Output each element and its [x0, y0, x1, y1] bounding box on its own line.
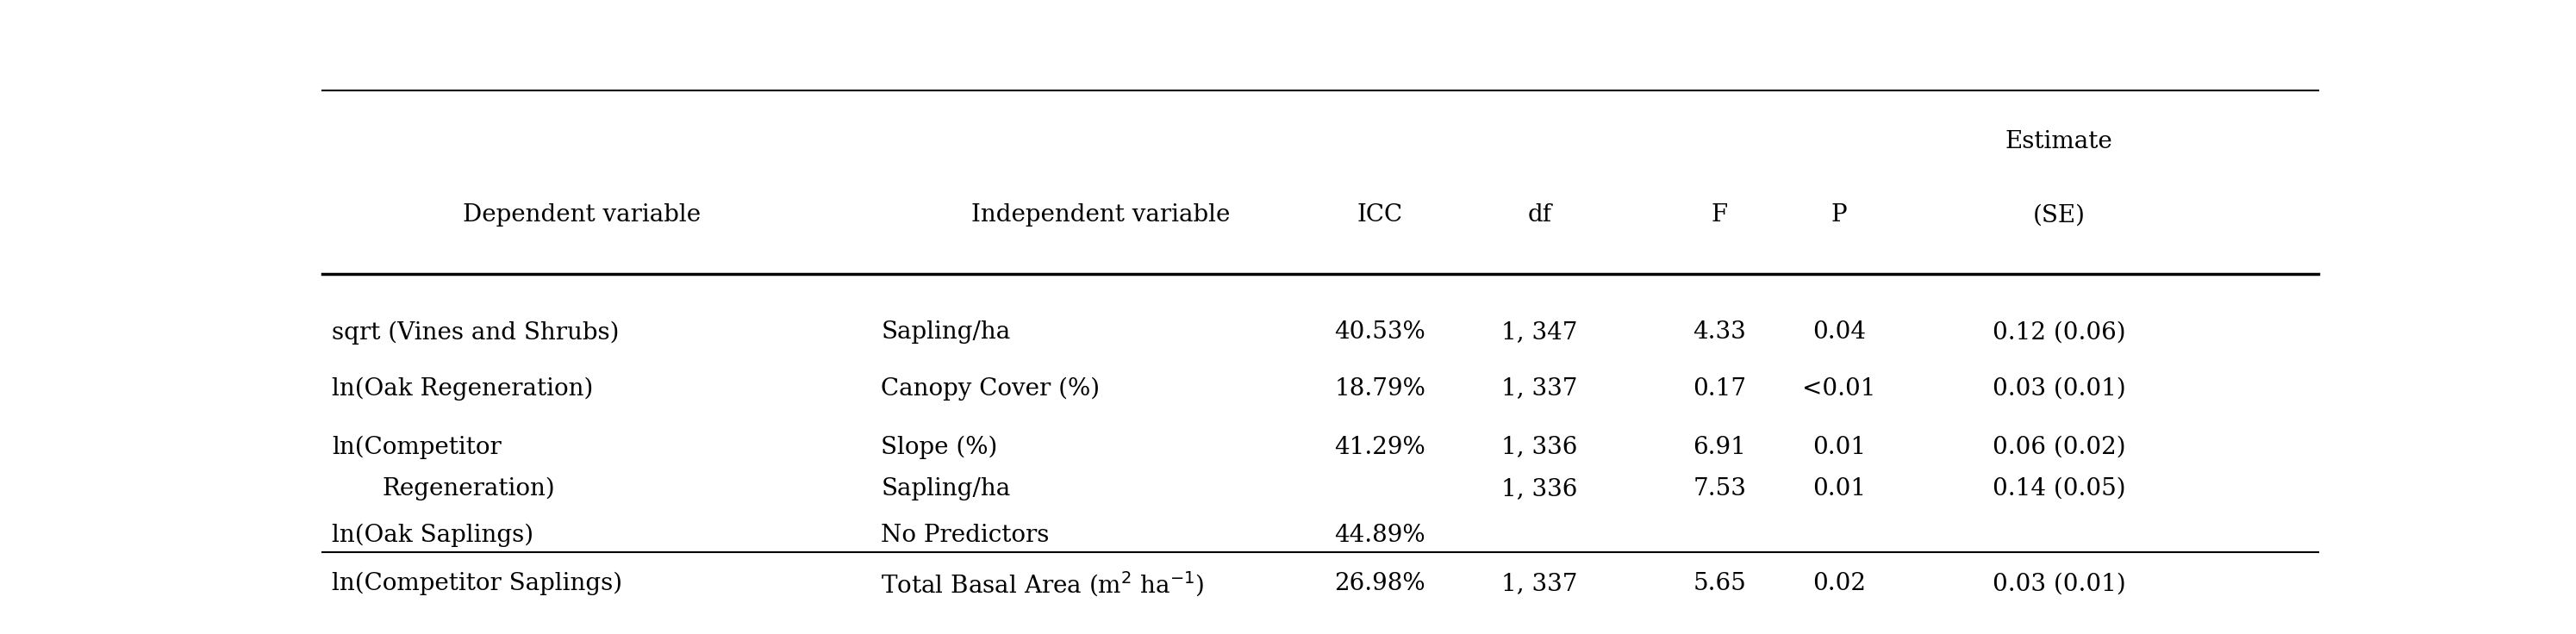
Text: 4.33: 4.33 — [1692, 321, 1747, 344]
Text: 7.53: 7.53 — [1692, 477, 1747, 500]
Text: ln(Oak Saplings): ln(Oak Saplings) — [332, 523, 533, 547]
Text: sqrt (Vines and Shrubs): sqrt (Vines and Shrubs) — [332, 321, 618, 344]
Text: Canopy Cover (%): Canopy Cover (%) — [881, 377, 1100, 400]
Text: No Predictors: No Predictors — [881, 523, 1048, 547]
Text: <0.01: <0.01 — [1803, 377, 1875, 400]
Text: 18.79%: 18.79% — [1334, 377, 1425, 400]
Text: (SE): (SE) — [2032, 204, 2084, 227]
Text: 0.03 (0.01): 0.03 (0.01) — [1991, 572, 2125, 595]
Text: 41.29%: 41.29% — [1334, 436, 1425, 459]
Text: 40.53%: 40.53% — [1334, 321, 1425, 344]
Text: F: F — [1710, 204, 1728, 227]
Text: 0.04: 0.04 — [1814, 321, 1865, 344]
Text: P: P — [1832, 204, 1847, 227]
Text: ln(Oak Regeneration): ln(Oak Regeneration) — [332, 377, 592, 400]
Text: 0.01: 0.01 — [1814, 477, 1865, 500]
Text: 0.14 (0.05): 0.14 (0.05) — [1991, 477, 2125, 500]
Text: 0.12 (0.06): 0.12 (0.06) — [1991, 321, 2125, 344]
Text: Total Basal Area (m$^{2}$ ha$^{-1}$): Total Basal Area (m$^{2}$ ha$^{-1}$) — [881, 569, 1206, 598]
Text: 0.01: 0.01 — [1814, 436, 1865, 459]
Text: ln(Competitor: ln(Competitor — [332, 436, 502, 459]
Text: Regeneration): Regeneration) — [381, 477, 554, 500]
Text: 1, 347: 1, 347 — [1502, 321, 1579, 344]
Text: 1, 337: 1, 337 — [1502, 377, 1579, 400]
Text: df: df — [1528, 204, 1551, 227]
Text: ICC: ICC — [1358, 204, 1404, 227]
Text: 1, 336: 1, 336 — [1502, 436, 1579, 459]
Text: 6.91: 6.91 — [1692, 436, 1747, 459]
Text: Estimate: Estimate — [2004, 131, 2112, 153]
Text: Slope (%): Slope (%) — [881, 436, 997, 459]
Text: 26.98%: 26.98% — [1334, 572, 1425, 595]
Text: Dependent variable: Dependent variable — [464, 204, 701, 227]
Text: 44.89%: 44.89% — [1334, 523, 1425, 547]
Text: 0.17: 0.17 — [1692, 377, 1747, 400]
Text: ln(Competitor Saplings): ln(Competitor Saplings) — [332, 572, 623, 595]
Text: Sapling/ha: Sapling/ha — [881, 477, 1010, 500]
Text: 1, 337: 1, 337 — [1502, 572, 1579, 595]
Text: 5.65: 5.65 — [1692, 572, 1747, 595]
Text: 0.02: 0.02 — [1814, 572, 1865, 595]
Text: 0.06 (0.02): 0.06 (0.02) — [1991, 436, 2125, 459]
Text: 0.03 (0.01): 0.03 (0.01) — [1991, 377, 2125, 400]
Text: Independent variable: Independent variable — [971, 204, 1229, 227]
Text: 1, 336: 1, 336 — [1502, 477, 1579, 500]
Text: Sapling/ha: Sapling/ha — [881, 321, 1010, 344]
